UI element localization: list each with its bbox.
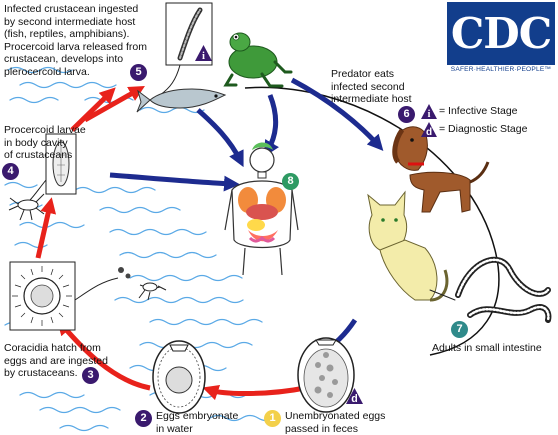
step-7-badge: 7	[451, 321, 468, 338]
step-8-badge: 8	[282, 173, 299, 190]
copepod	[8, 193, 45, 221]
embryonated-egg	[152, 340, 206, 414]
infective-stage-marker-icon: i	[195, 45, 212, 61]
coracidium-box	[9, 261, 167, 331]
unembryonated-egg	[297, 337, 355, 413]
step-7-text: Adults in small intestine	[432, 342, 542, 354]
cdc-logo: CDC SAFER·HEALTHIER·PEOPLE™	[447, 2, 555, 76]
dog	[392, 126, 490, 213]
step-6-badge: 6	[398, 106, 415, 123]
cdc-tagline: SAFER·HEALTHIER·PEOPLE™	[450, 66, 552, 73]
fish	[136, 88, 227, 113]
step-1-badge: 1	[264, 410, 281, 427]
step-4-badge: 4	[2, 163, 19, 180]
step-2-badge: 2	[135, 410, 152, 427]
procercoid-box	[8, 133, 77, 221]
diagnostic-stage-marker-icon: d	[346, 388, 363, 404]
cat	[367, 190, 449, 302]
svg-text:i: i	[428, 109, 431, 119]
step-3-text: Coracidia hatch from eggs and are ingest…	[4, 342, 108, 379]
step-3-badge: 3	[82, 367, 99, 384]
svg-text:d: d	[351, 393, 357, 404]
red-arrow-fish	[83, 86, 145, 123]
infective-stage-icon: i	[421, 104, 437, 119]
step-6-text: Predator eats infected second intermedia…	[331, 68, 412, 105]
human-figure	[224, 142, 299, 276]
frog	[223, 32, 293, 88]
legend-diagnostic-label: = Diagnostic Stage	[439, 123, 528, 135]
svg-text:i: i	[202, 51, 205, 61]
step-5-text: Infected crustacean ingested by second i…	[4, 3, 147, 78]
step-1-text: Unembryonated eggs passed in feces	[285, 410, 386, 435]
cdc-logo-text: CDC	[447, 2, 555, 65]
legend-infective-label: = Infective Stage	[439, 105, 518, 117]
red-arrows	[35, 87, 306, 401]
step-2-text: Eggs embryonate in water	[156, 410, 239, 435]
cycle-arc	[244, 86, 500, 356]
step-5-badge: 5	[130, 64, 147, 81]
step-4-text: Procercoid larvae in body cavity of crus…	[4, 124, 86, 161]
adult-worms	[429, 256, 552, 323]
svg-text:d: d	[426, 127, 432, 137]
diagnostic-stage-icon: d	[421, 122, 437, 137]
